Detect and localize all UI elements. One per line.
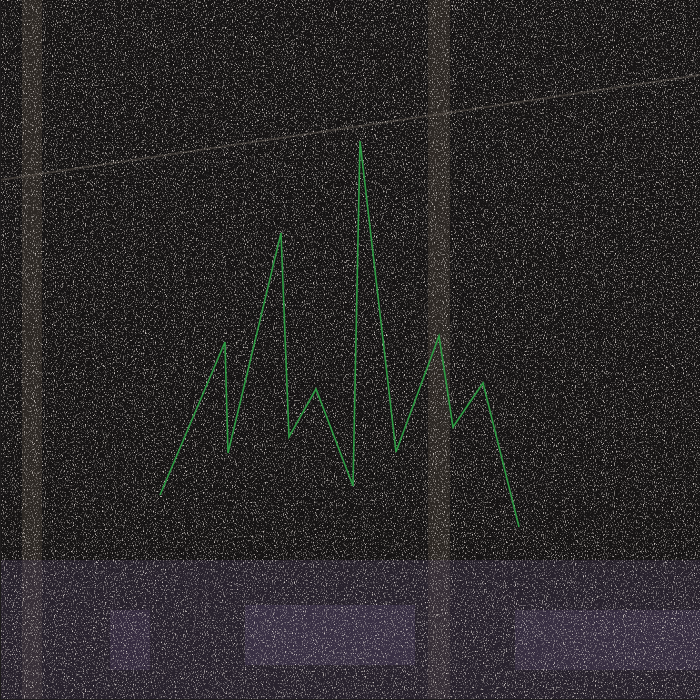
noise-texture [0, 0, 700, 700]
data-line [160, 141, 519, 527]
background [0, 0, 700, 700]
chart [0, 0, 700, 700]
background-fill [0, 0, 700, 700]
axes [0, 0, 700, 700]
x-axis-line [0, 699, 700, 700]
y-axis-line [0, 0, 1, 700]
plot-area [160, 141, 519, 527]
